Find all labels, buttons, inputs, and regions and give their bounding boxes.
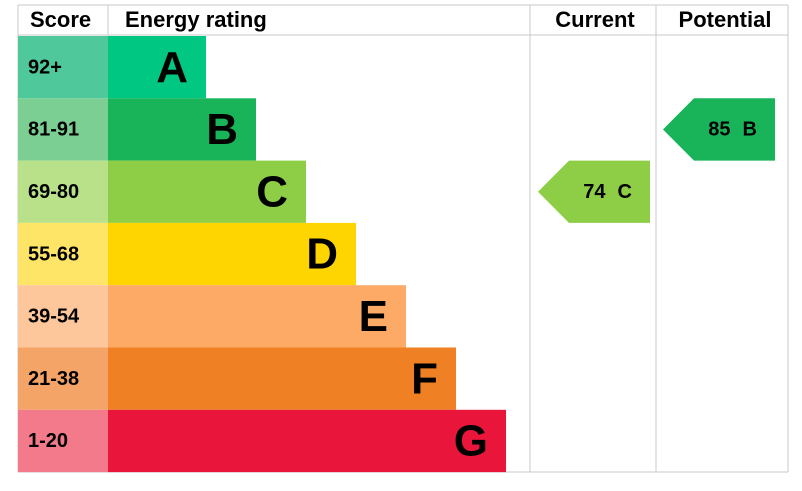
rating-letter: D (306, 230, 338, 279)
score-label: 21-38 (28, 368, 79, 390)
score-cell (18, 36, 108, 99)
potential-score: 85 (708, 119, 730, 141)
rating-letter: A (156, 43, 188, 92)
potential-rating: B (743, 119, 757, 141)
score-cell (18, 160, 108, 223)
rating-bar (108, 98, 256, 161)
score-cell (18, 347, 108, 410)
rating-bar (108, 222, 356, 286)
current-rating: C (618, 181, 632, 203)
header: Energy rating (125, 7, 267, 32)
score-cell (18, 98, 108, 161)
rating-bar (108, 409, 506, 473)
rating-bar (108, 36, 206, 99)
score-label: 1-20 (28, 430, 68, 452)
score-label: 92+ (28, 56, 62, 78)
score-cell (18, 285, 108, 348)
rating-bar (108, 285, 406, 348)
score-cell (18, 409, 108, 473)
rating-bar (108, 347, 456, 410)
rating-letter: B (206, 105, 238, 154)
rating-letter: F (411, 354, 438, 403)
rating-letter: C (256, 167, 288, 216)
header: Score (30, 7, 91, 32)
current-arrow (538, 160, 650, 223)
score-label: 39-54 (28, 306, 80, 328)
header: Potential (679, 7, 772, 32)
potential-arrow (663, 98, 775, 161)
header: Current (555, 7, 635, 32)
score-label: 81-91 (28, 119, 79, 141)
rating-letter: E (359, 292, 388, 341)
current-score: 74 (583, 181, 606, 203)
score-label: 55-68 (28, 243, 79, 265)
rating-letter: G (454, 417, 488, 466)
score-cell (18, 222, 108, 286)
rating-bar (108, 160, 306, 223)
score-label: 69-80 (28, 181, 79, 203)
